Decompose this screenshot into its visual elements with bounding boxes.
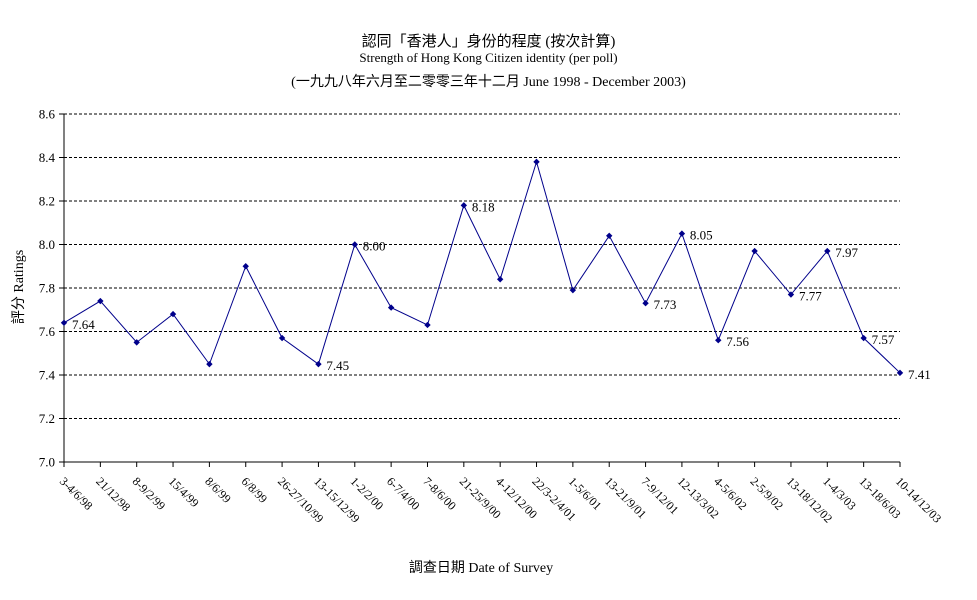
gridlines bbox=[64, 113, 900, 419]
data-label: 8.18 bbox=[472, 199, 495, 214]
data-label: 7.57 bbox=[872, 332, 895, 347]
x-tick-label: 8/6/99 bbox=[202, 474, 234, 506]
y-tick-label: 7.0 bbox=[39, 455, 55, 470]
data-point bbox=[460, 202, 468, 209]
x-tick-label: 21/12/98 bbox=[93, 474, 133, 514]
x-tick-label: 7-8/6/00 bbox=[420, 474, 459, 513]
data-point bbox=[278, 334, 286, 342]
data-label: 8.05 bbox=[690, 228, 713, 243]
data-point bbox=[642, 300, 649, 307]
y-tick-label: 8.6 bbox=[39, 107, 56, 122]
data-label: 8.00 bbox=[363, 239, 386, 254]
data-point bbox=[424, 321, 431, 329]
y-tick-label: 7.8 bbox=[39, 281, 55, 296]
data-label: 7.64 bbox=[72, 317, 95, 332]
data-point bbox=[60, 319, 68, 326]
x-axis-label: 調查日期 Date of Survey bbox=[409, 560, 553, 576]
data-label: 7.77 bbox=[799, 289, 822, 304]
chart-title: 認同「香港人」身份的程度 (按次計算) bbox=[361, 34, 616, 50]
data-point bbox=[533, 158, 540, 166]
data-label: 7.97 bbox=[835, 245, 858, 260]
y-tick-label: 8.4 bbox=[39, 150, 56, 165]
data-point bbox=[206, 360, 213, 368]
x-tick-label: 6/8/99 bbox=[239, 474, 271, 506]
data-label: 7.41 bbox=[908, 367, 931, 382]
data-point bbox=[606, 232, 613, 239]
y-tick-label: 7.6 bbox=[39, 324, 56, 339]
data-point bbox=[97, 297, 104, 305]
data-point bbox=[315, 360, 322, 368]
x-tick-label: 15/4/99 bbox=[166, 474, 202, 510]
y-tick-label: 7.4 bbox=[39, 368, 56, 383]
data-label: 7.45 bbox=[326, 358, 349, 373]
data-point bbox=[896, 369, 904, 377]
data-point bbox=[824, 247, 831, 255]
x-tick-label: 8-9/2/99 bbox=[130, 474, 169, 513]
y-tick-labels: 7.0 7.2 7.4 7.6 7.8 8.0 8.2 8.4 8.6 bbox=[39, 107, 56, 470]
data-point bbox=[678, 230, 686, 237]
x-tick-label: 6-7/4/00 bbox=[384, 474, 423, 513]
x-tick-label: 3-4/6/98 bbox=[57, 474, 96, 513]
chart-subtitle-period: (一九九八年六月至二零零三年十二月 June 1998 - December 2… bbox=[291, 75, 686, 90]
data-point bbox=[569, 286, 577, 294]
data-point bbox=[751, 247, 758, 255]
data-point bbox=[133, 339, 140, 346]
y-tick-label: 8.0 bbox=[39, 237, 55, 252]
data-label: 7.73 bbox=[654, 297, 677, 312]
data-point bbox=[787, 291, 795, 298]
axes bbox=[59, 113, 901, 467]
series-line bbox=[63, 160, 901, 374]
y-tick-label: 7.2 bbox=[39, 411, 55, 426]
y-axis-label: 評分 Ratings bbox=[11, 250, 27, 324]
x-tick-label: 2-5/9/02 bbox=[747, 474, 786, 513]
y-tick-label: 8.2 bbox=[39, 194, 55, 209]
data-point bbox=[715, 337, 722, 344]
data-labels: 7.64 7.45 8.00 8.18 7.73 8.05 7.56 7.77 7.97 7.57… bbox=[72, 199, 931, 381]
data-point bbox=[387, 304, 395, 311]
data-point bbox=[242, 263, 249, 270]
x-tick-label: 10-14/12/03 bbox=[893, 474, 944, 525]
data-point bbox=[496, 276, 504, 283]
series-ratings bbox=[60, 158, 904, 377]
data-point bbox=[351, 241, 358, 248]
data-label: 7.56 bbox=[726, 334, 749, 349]
data-point bbox=[860, 334, 867, 342]
chart-subtitle: Strength of Hong Kong Citizen identity (… bbox=[359, 50, 618, 65]
data-point bbox=[169, 310, 177, 318]
